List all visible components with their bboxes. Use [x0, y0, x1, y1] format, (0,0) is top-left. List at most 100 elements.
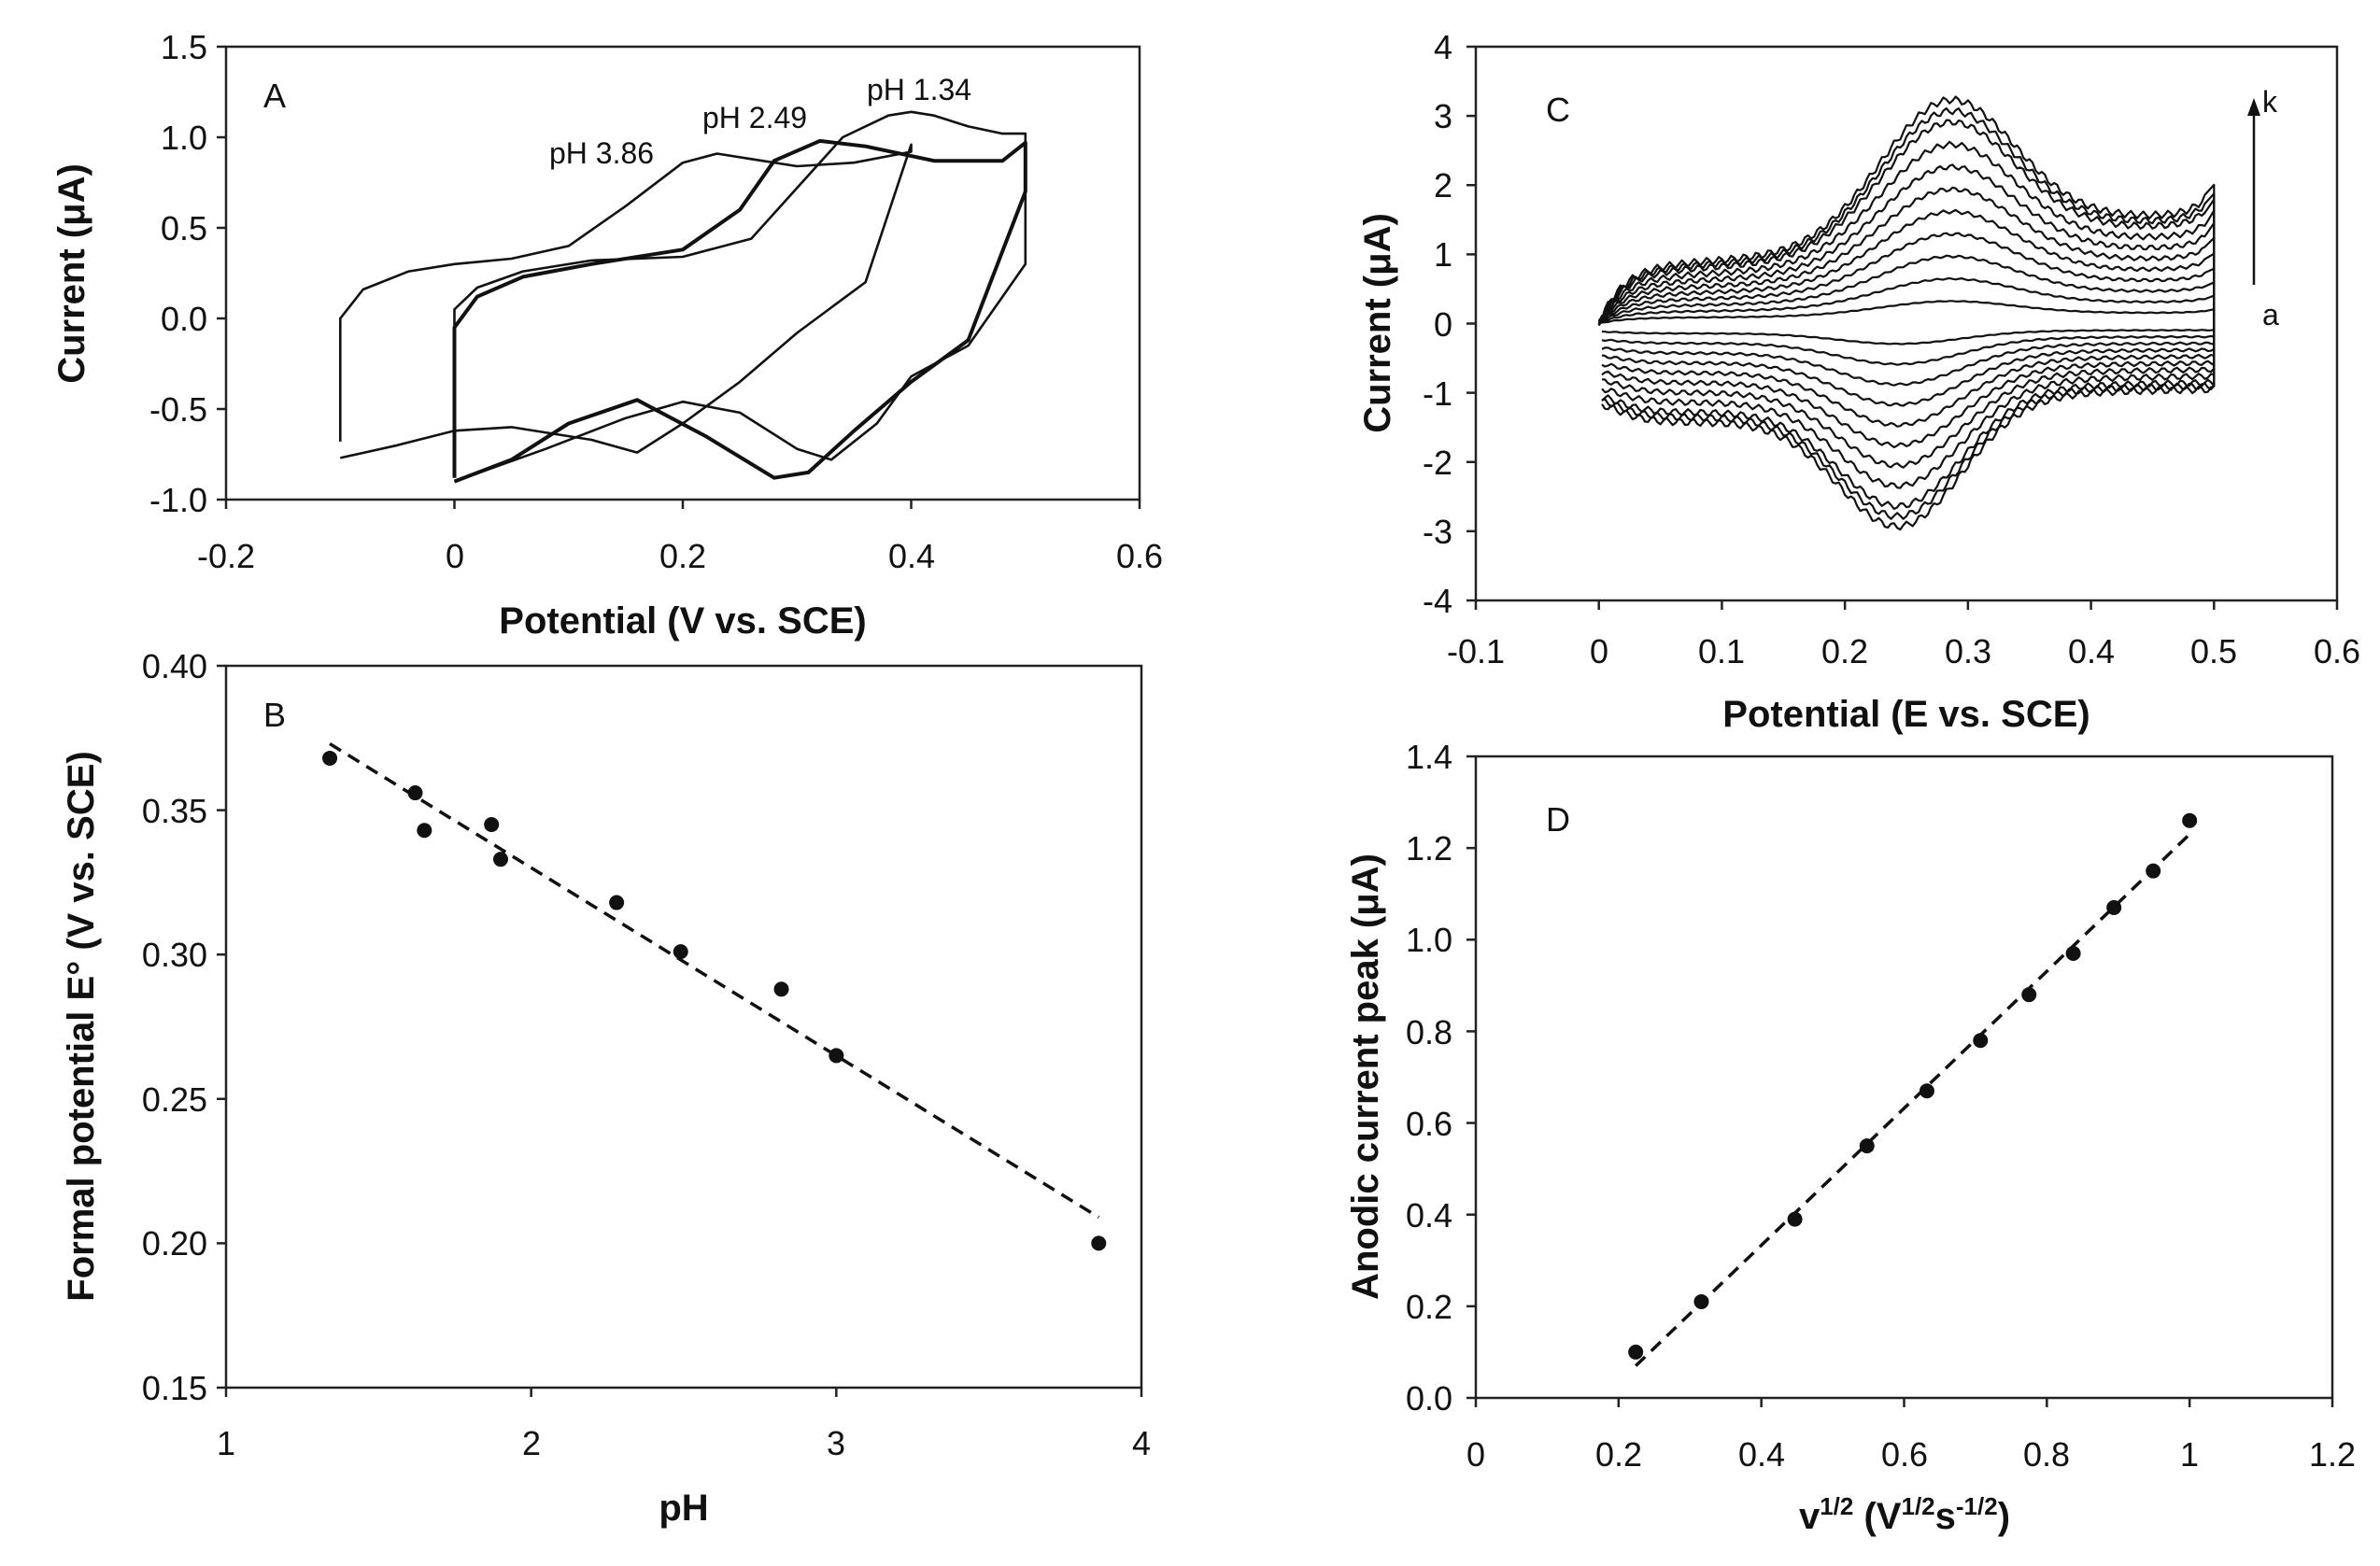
tick-label: 0.2 [1406, 1288, 1452, 1326]
annotation-ph-2-49: pH 2.49 [702, 101, 807, 134]
data-point [322, 750, 338, 766]
tick-label: 0.35 [142, 792, 207, 830]
panel-a-y-ticks: -1.0 -0.5 0.0 0.5 1.0 1.5 [149, 28, 207, 519]
panel-d-letter: D [1546, 800, 1570, 839]
data-point [829, 1048, 844, 1064]
xlabel-unit: (V [1853, 1496, 1901, 1537]
xlabel-sup-3: -1/2 [1956, 1492, 1998, 1520]
tick-label: 0.30 [142, 936, 207, 974]
panel-b-y-axis-label: Formal potential E° (V vs. SCE) [61, 751, 102, 1301]
panel-d-marks [1466, 755, 2334, 1407]
cv-curve-pH-3-86 [338, 143, 913, 459]
panel-a-curves [217, 45, 1141, 509]
tick-label: 4 [1132, 1424, 1151, 1462]
tick-label: 1.0 [1406, 921, 1452, 959]
tick-label: 0.0 [161, 300, 207, 338]
tick-label: 0.4 [1406, 1196, 1452, 1234]
tick-label: 0.5 [2190, 632, 2237, 670]
tick-label: 0.4 [1738, 1435, 1785, 1474]
tick-label: 0.4 [2068, 632, 2115, 670]
data-point [2146, 863, 2161, 879]
tick-label: 1 [2180, 1435, 2199, 1474]
panel-d: 0.0 0.2 0.4 0.6 0.8 1.0 1.2 1.4 0 0.2 0.… [1345, 738, 2356, 1537]
tick-label: -2 [1423, 444, 1452, 482]
tick-label: 0.1 [1698, 632, 1745, 670]
panel-b: 0.15 0.20 0.25 0.30 0.35 0.40 1 2 3 4 pH… [61, 647, 1151, 1529]
data-point [493, 852, 508, 868]
panel-d-x-axis-label: v1/2 (V1/2s-1/2) [1799, 1492, 2010, 1537]
tick-label: -0.2 [197, 537, 255, 575]
xlabel-v: v [1799, 1496, 1820, 1537]
tick-label: 0.5 [161, 209, 207, 247]
panel-b-y-ticks: 0.15 0.20 0.25 0.30 0.35 0.40 [142, 647, 207, 1407]
panel-b-marks [217, 664, 1143, 1397]
tick-label: -0.1 [1447, 632, 1505, 670]
panel-d-y-axis-label: Anodic current peak (μA) [1345, 854, 1386, 1300]
tick-label: -4 [1423, 582, 1452, 620]
fit-line [329, 741, 1100, 1220]
tick-label: 0.4 [888, 537, 935, 575]
tick-label: -0.5 [149, 390, 207, 429]
annotation-k: k [2262, 85, 2278, 119]
panel-c-x-axis-label: Potential (E vs. SCE) [1722, 694, 2090, 735]
data-point [673, 944, 688, 960]
cv-curve-scan-8 [1597, 140, 2216, 489]
data-point [1859, 1138, 1875, 1154]
data-point [773, 981, 789, 997]
data-point [484, 817, 500, 833]
tick-label: 2 [522, 1424, 541, 1462]
tick-label: 0.6 [2314, 632, 2360, 670]
tick-label: 1.4 [1406, 738, 1452, 776]
tick-label: 0.2 [1595, 1435, 1642, 1474]
cv-curve-pH-2-49 [452, 138, 1027, 484]
tick-label: 0.40 [142, 647, 207, 685]
tick-label: 0 [1466, 1435, 1485, 1474]
xlabel-close: ) [1998, 1496, 2010, 1537]
fit-line [1634, 833, 2191, 1367]
cv-curve-scan-11 [1597, 95, 2216, 531]
panel-c-x-ticks: -0.1 0 0.1 0.2 0.3 0.4 0.5 0.6 [1447, 632, 2360, 670]
tick-label: -1 [1423, 374, 1452, 413]
tick-label: 4 [1434, 28, 1452, 66]
data-point [417, 823, 432, 839]
tick-label: -3 [1423, 513, 1452, 551]
xlabel-sup-2: 1/2 [1901, 1492, 1934, 1520]
tick-label: 2 [1434, 166, 1452, 205]
panel-d-frame [1474, 755, 2334, 1400]
tick-label: 0.20 [142, 1224, 207, 1263]
tick-label: 1.2 [2309, 1435, 2356, 1474]
data-point [2065, 946, 2081, 962]
tick-label: 0.2 [659, 537, 706, 575]
panel-a-x-ticks: -0.2 0 0.2 0.4 0.6 [197, 537, 1163, 575]
tick-label: 1 [1434, 235, 1452, 274]
data-point [1091, 1235, 1107, 1251]
annotation-ph-3-86: pH 3.86 [549, 136, 654, 170]
tick-label: 0 [1590, 632, 1608, 670]
panel-a-x-axis-label: Potential (V vs. SCE) [499, 600, 866, 642]
tick-label: 0.0 [1406, 1379, 1452, 1418]
data-point [1628, 1344, 1644, 1360]
panel-c-curves [1466, 45, 2339, 610]
xlabel-s: s [1935, 1496, 1956, 1537]
panel-c-letter: C [1546, 91, 1570, 129]
panel-c-y-ticks: -4 -3 -2 -1 0 1 2 3 4 [1423, 28, 1452, 620]
cv-curve-pH-1-34 [453, 110, 1027, 483]
panel-a-letter: A [263, 77, 286, 115]
data-point [1973, 1033, 1989, 1049]
panel-b-frame [224, 664, 1143, 1390]
data-point [2106, 899, 2122, 915]
panel-c: -4 -3 -2 -1 0 1 2 3 4 -0.1 0 0.1 0.2 0.3… [1357, 28, 2360, 735]
panel-d-x-ticks: 0 0.2 0.4 0.6 0.8 1 1.2 [1466, 1435, 2356, 1474]
tick-label: 3 [827, 1424, 845, 1462]
data-point [1693, 1293, 1709, 1309]
data-point [609, 895, 625, 910]
panel-a-y-axis-label: Current (μA) [51, 163, 92, 384]
tick-label: 0.6 [1406, 1105, 1452, 1143]
tick-label: 0.3 [1945, 632, 1991, 670]
data-point [1919, 1083, 1934, 1099]
tick-label: 0 [1434, 305, 1452, 344]
tick-label: 1.0 [161, 119, 207, 157]
annotation-a: a [2262, 298, 2279, 332]
panel-d-y-ticks: 0.0 0.2 0.4 0.6 0.8 1.0 1.2 1.4 [1406, 738, 1452, 1418]
